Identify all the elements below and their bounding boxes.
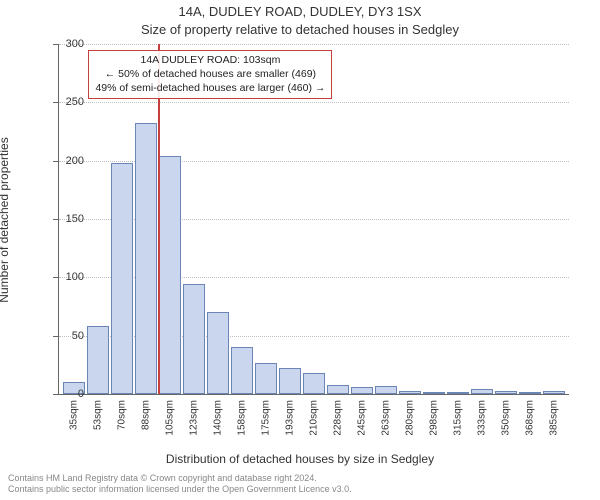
x-tick-label: 70sqm <box>117 400 128 430</box>
y-tick-label: 300 <box>44 38 84 50</box>
y-tick-label: 100 <box>44 271 84 283</box>
x-tick-label: 245sqm <box>357 400 368 436</box>
annotation-line3: 49% of semi-detached houses are larger (… <box>95 81 325 95</box>
x-tick-label: 263sqm <box>381 400 392 436</box>
footer-line1: Contains HM Land Registry data © Crown c… <box>8 473 352 485</box>
y-tick-label: 150 <box>44 213 84 225</box>
x-tick-label: 298sqm <box>429 400 440 436</box>
annotation-box: 14A DUDLEY ROAD: 103sqm ← 50% of detache… <box>88 50 332 99</box>
x-tick-label: 53sqm <box>93 400 104 430</box>
annotation-line1: 14A DUDLEY ROAD: 103sqm <box>95 53 325 67</box>
annotation-line2: ← 50% of detached houses are smaller (46… <box>95 67 325 81</box>
y-tick-label: 250 <box>44 96 84 108</box>
x-tick-label: 193sqm <box>285 400 296 436</box>
footer-attribution: Contains HM Land Registry data © Crown c… <box>8 473 352 496</box>
x-tick-label: 35sqm <box>69 400 80 430</box>
x-tick-label: 88sqm <box>141 400 152 430</box>
footer-line2: Contains public sector information licen… <box>8 484 352 496</box>
x-tick-label: 315sqm <box>453 400 464 436</box>
y-tick-label: 200 <box>44 155 84 167</box>
x-tick-label: 280sqm <box>405 400 416 436</box>
y-tick-label: 0 <box>44 388 84 400</box>
chart-title: 14A, DUDLEY ROAD, DUDLEY, DY3 1SX <box>0 4 600 19</box>
x-tick-label: 385sqm <box>549 400 560 436</box>
x-tick-label: 140sqm <box>213 400 224 436</box>
x-tick-label: 333sqm <box>477 400 488 436</box>
property-size-chart: 14A, DUDLEY ROAD, DUDLEY, DY3 1SX Size o… <box>0 0 600 500</box>
x-tick-label: 123sqm <box>189 400 200 436</box>
plot-area: 35sqm53sqm70sqm88sqm105sqm123sqm140sqm15… <box>58 44 569 395</box>
x-tick-label: 368sqm <box>525 400 536 436</box>
chart-subtitle: Size of property relative to detached ho… <box>0 22 600 37</box>
y-tick-label: 50 <box>44 330 84 342</box>
x-tick-label: 228sqm <box>333 400 344 436</box>
x-axis-label: Distribution of detached houses by size … <box>0 452 600 466</box>
x-tick-label: 175sqm <box>261 400 272 436</box>
x-tick-label: 350sqm <box>501 400 512 436</box>
x-tick-label: 105sqm <box>165 400 176 436</box>
y-axis-label: Number of detached properties <box>0 137 11 302</box>
x-tick-label: 158sqm <box>237 400 248 436</box>
x-tick-label: 210sqm <box>309 400 320 436</box>
